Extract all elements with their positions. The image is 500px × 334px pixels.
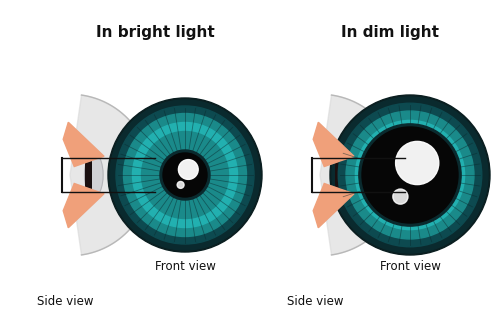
Circle shape (362, 127, 458, 223)
Circle shape (332, 97, 488, 253)
Circle shape (178, 160, 198, 179)
Polygon shape (63, 183, 104, 228)
Circle shape (356, 120, 465, 229)
Circle shape (124, 114, 246, 236)
Circle shape (359, 124, 461, 226)
Circle shape (177, 181, 184, 188)
Text: Side view: Side view (37, 295, 94, 308)
FancyBboxPatch shape (336, 157, 342, 193)
Circle shape (116, 106, 254, 244)
FancyBboxPatch shape (86, 157, 92, 193)
Text: Side view: Side view (287, 295, 343, 308)
Polygon shape (70, 95, 150, 255)
Circle shape (330, 95, 490, 255)
Polygon shape (63, 122, 104, 167)
Text: In bright light: In bright light (96, 25, 214, 40)
Circle shape (110, 100, 260, 250)
Circle shape (163, 153, 207, 197)
Circle shape (396, 141, 439, 185)
Circle shape (142, 132, 229, 218)
Circle shape (393, 189, 408, 204)
Circle shape (108, 98, 262, 252)
Text: Front view: Front view (154, 260, 216, 273)
Circle shape (160, 150, 210, 200)
Polygon shape (318, 183, 354, 228)
Polygon shape (313, 122, 354, 167)
Circle shape (365, 130, 455, 220)
Circle shape (338, 103, 482, 247)
Circle shape (132, 123, 238, 227)
Polygon shape (313, 183, 354, 228)
Ellipse shape (334, 153, 353, 197)
Polygon shape (68, 122, 104, 167)
Circle shape (346, 111, 474, 239)
Polygon shape (320, 95, 400, 255)
Ellipse shape (84, 153, 103, 197)
Polygon shape (318, 122, 354, 167)
Text: In dim light: In dim light (341, 25, 439, 40)
Text: Front view: Front view (380, 260, 440, 273)
Polygon shape (68, 183, 104, 228)
